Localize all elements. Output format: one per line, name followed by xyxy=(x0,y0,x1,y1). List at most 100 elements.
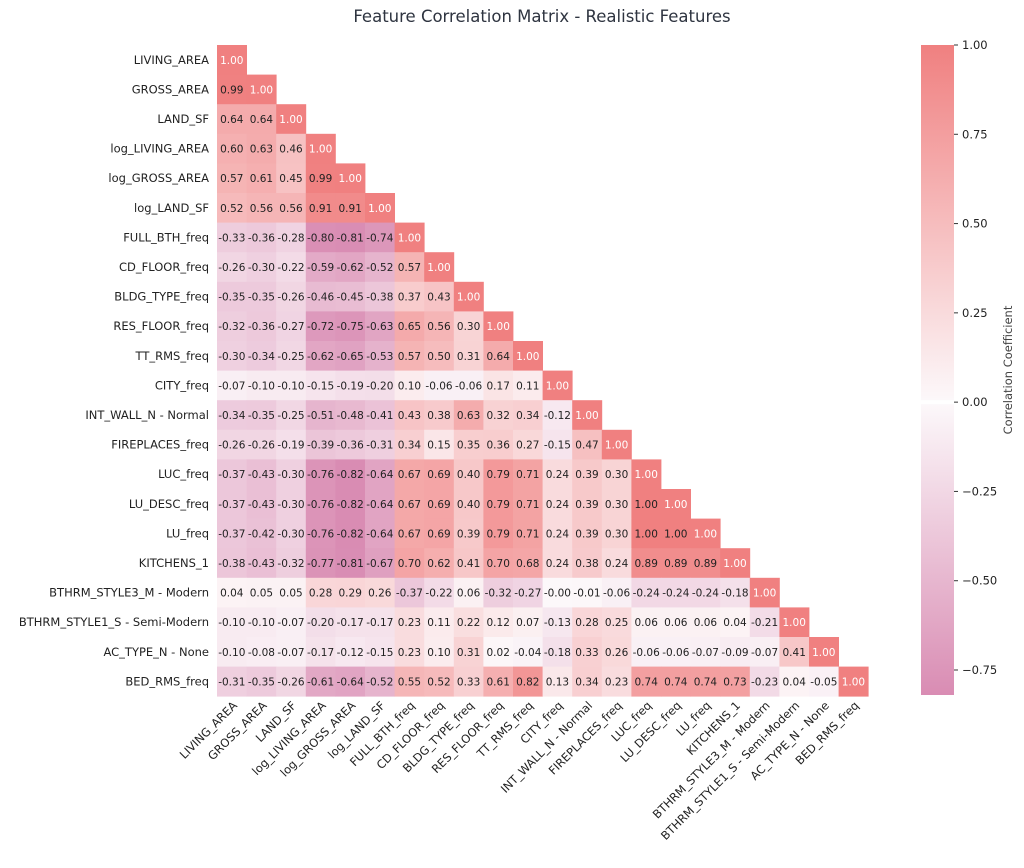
heatmap-cell xyxy=(601,637,632,667)
heatmap-cell xyxy=(542,577,573,608)
heatmap-cell xyxy=(542,489,573,519)
cell-value: -0.30 xyxy=(277,528,304,540)
cell-value: -0.59 xyxy=(307,262,334,274)
heatmap-cell xyxy=(276,311,307,342)
cell-value: -0.30 xyxy=(218,351,245,363)
cell-value: 0.05 xyxy=(250,588,273,600)
heatmap-cell xyxy=(394,607,425,638)
heatmap-cell xyxy=(276,252,307,283)
heatmap-cell xyxy=(246,222,277,253)
heatmap-cell xyxy=(749,577,780,608)
heatmap-cell xyxy=(394,666,425,697)
heatmap-cell xyxy=(631,459,662,490)
heatmap-cell xyxy=(276,637,307,667)
row-label: FIREPLACES_freq xyxy=(111,438,209,452)
heatmap-cell xyxy=(276,222,307,253)
heatmap-cell xyxy=(513,666,543,697)
heatmap-cell xyxy=(483,577,514,608)
heatmap-cell xyxy=(424,370,455,401)
heatmap-cell xyxy=(246,637,277,667)
heatmap-cell xyxy=(631,666,662,697)
heatmap-cell xyxy=(690,637,721,667)
heatmap-cell xyxy=(365,548,395,579)
heatmap-cell xyxy=(542,666,573,697)
cell-value: -0.30 xyxy=(277,469,304,481)
cell-value: 0.31 xyxy=(457,647,480,659)
row-label: RES_FLOOR_freq xyxy=(113,319,209,333)
heatmap-cell xyxy=(276,400,307,431)
cell-value: -0.48 xyxy=(337,410,364,422)
heatmap-cell xyxy=(365,459,395,490)
cell-value: 0.65 xyxy=(398,321,421,333)
cell-value: -0.23 xyxy=(751,676,778,688)
heatmap-cell xyxy=(394,281,425,312)
heatmap-cell xyxy=(542,607,573,638)
cell-value: 0.30 xyxy=(605,528,628,540)
heatmap-cell xyxy=(305,252,336,283)
heatmap-cell xyxy=(572,577,603,608)
heatmap-cell xyxy=(720,637,751,667)
heatmap-cell xyxy=(601,429,632,460)
cell-value: -0.41 xyxy=(366,410,393,422)
heatmap-cell xyxy=(394,518,425,549)
heatmap-cell xyxy=(394,400,425,431)
heatmap-cell xyxy=(542,370,573,401)
heatmap-cell xyxy=(661,666,691,697)
heatmap-cell xyxy=(572,607,603,638)
cell-value: 1.00 xyxy=(487,321,510,333)
heatmap-cell xyxy=(424,637,455,667)
cell-value: -0.27 xyxy=(277,321,304,333)
heatmap-cell xyxy=(305,637,336,667)
cell-value: 0.34 xyxy=(398,440,422,452)
cell-value: 0.39 xyxy=(575,499,598,511)
cell-value: -0.35 xyxy=(248,410,275,422)
cell-value: 0.70 xyxy=(398,558,421,570)
heatmap-cell xyxy=(246,133,277,164)
heatmap-cell xyxy=(690,666,721,697)
cell-value: 1.00 xyxy=(842,676,865,688)
heatmap-cell xyxy=(217,252,247,283)
heatmap-cell xyxy=(690,577,721,608)
heatmap-cell xyxy=(572,459,603,490)
cell-value: -0.37 xyxy=(218,499,245,511)
cell-value: 0.60 xyxy=(220,144,243,156)
cell-value: 0.56 xyxy=(427,321,451,333)
cell-value: -0.26 xyxy=(277,292,304,304)
heatmap-cell xyxy=(276,193,307,223)
cell-value: -0.10 xyxy=(218,617,245,629)
cell-value: -0.12 xyxy=(544,410,571,422)
heatmap-cell xyxy=(513,518,543,549)
cell-value: 0.06 xyxy=(694,617,718,629)
cell-value: 0.79 xyxy=(487,469,510,481)
heatmap-cell xyxy=(335,666,366,697)
cell-value: 0.45 xyxy=(279,173,302,185)
row-label: BED_RMS_freq xyxy=(125,674,209,688)
heatmap-cell xyxy=(305,281,336,312)
cell-value: -0.15 xyxy=(544,440,571,452)
cell-value: 0.56 xyxy=(279,203,303,215)
heatmap-cell xyxy=(513,637,543,667)
heatmap-cell xyxy=(453,400,484,431)
heatmap-cell xyxy=(661,577,691,608)
cell-value: -0.64 xyxy=(366,528,393,540)
cell-value: 1.00 xyxy=(220,55,243,67)
cell-value: -0.31 xyxy=(366,440,393,452)
cell-value: 0.24 xyxy=(546,499,570,511)
cell-value: -0.75 xyxy=(337,321,364,333)
heatmap-cell xyxy=(483,400,514,431)
heatmap-cell xyxy=(424,666,455,697)
cell-value: 0.47 xyxy=(575,440,598,452)
cell-value: 0.69 xyxy=(427,499,450,511)
cell-value: 0.24 xyxy=(546,528,570,540)
heatmap-cell xyxy=(305,311,336,342)
cell-value: 0.13 xyxy=(546,676,569,688)
cell-value: 0.10 xyxy=(398,380,421,392)
heatmap-cell xyxy=(305,222,336,253)
heatmap-cell xyxy=(424,518,455,549)
heatmap-cells: 1.00 0.99 1.00 0.64 0.64 1.00 0.60 0.63 0.46 1.00… xyxy=(217,45,869,697)
heatmap-cell xyxy=(217,281,247,312)
colorbar-tick-label: −0.50 xyxy=(962,574,997,588)
cell-value: 0.36 xyxy=(487,440,511,452)
cell-value: -0.27 xyxy=(514,588,541,600)
